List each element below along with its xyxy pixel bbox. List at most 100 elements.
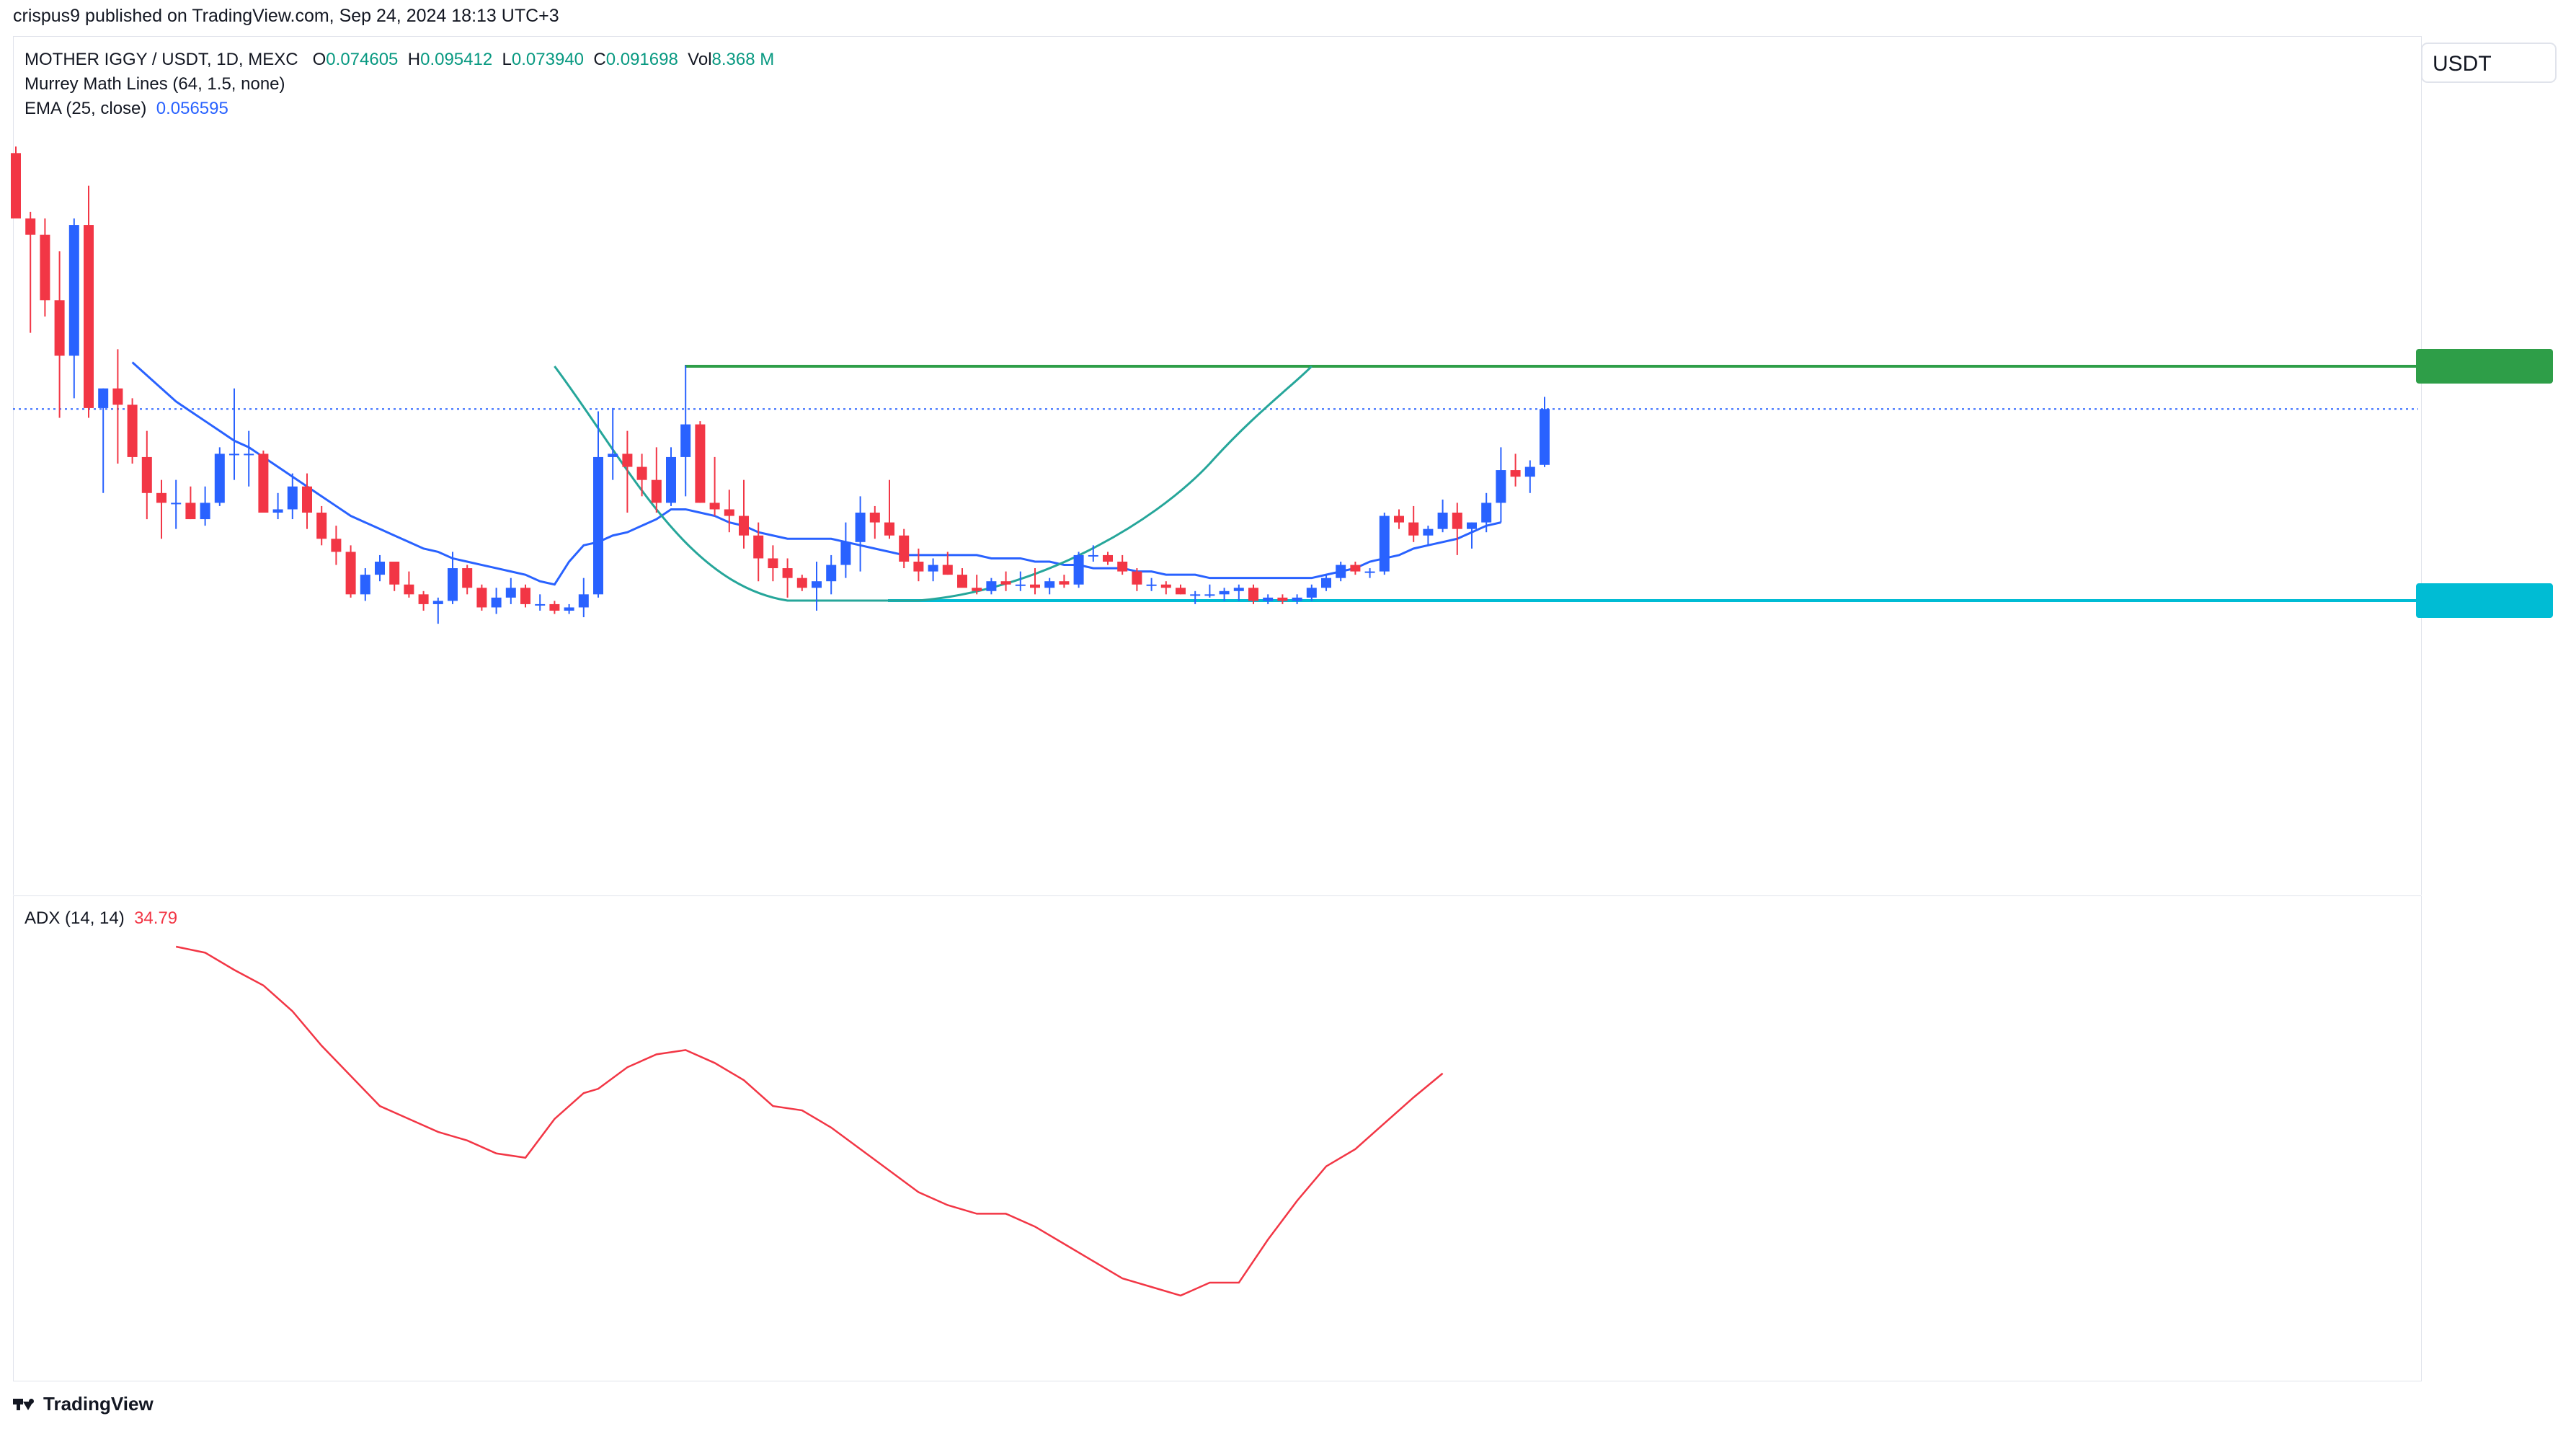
candle-body: [389, 562, 400, 585]
candle-body: [1408, 522, 1419, 536]
adx-legend[interactable]: ADX (14, 14) 34.79: [25, 908, 177, 929]
candle-body: [432, 601, 443, 604]
candle-body: [680, 424, 691, 457]
candle-body: [869, 513, 880, 523]
candle-body: [141, 456, 152, 493]
candle-body: [171, 503, 182, 505]
candle-body: [316, 513, 327, 539]
currency-label: USDT: [2433, 52, 2492, 76]
adx-label: ADX (14, 14): [25, 908, 125, 928]
ema-value: 0.056595: [156, 99, 228, 118]
candle-body: [957, 575, 967, 588]
candle-body: [796, 578, 807, 588]
candle-body: [1190, 594, 1201, 596]
candle-body: [928, 565, 938, 572]
high-label: H: [407, 50, 421, 69]
candle-body: [491, 597, 502, 608]
candle-body: [1132, 571, 1142, 585]
candle-body: [1160, 584, 1171, 588]
ema-line: [131, 361, 1501, 586]
candle-body: [1248, 588, 1258, 601]
candle-body: [884, 522, 894, 536]
candle-body: [404, 584, 414, 595]
candle-body: [229, 454, 239, 456]
candle-body: [578, 594, 589, 608]
legend-ohlc-row: MOTHER IGGY / USDT, 1D, MEXC O0.074605 H…: [25, 48, 774, 72]
candle-body: [1452, 513, 1462, 529]
candle-body: [1059, 581, 1070, 585]
candle-body: [1423, 528, 1434, 536]
candle-body: [826, 565, 837, 582]
candle-body: [418, 594, 429, 604]
candle-body: [1540, 409, 1550, 465]
candle-body: [913, 562, 924, 572]
main-chart-frame: [13, 36, 2422, 895]
candle-body: [476, 588, 487, 608]
legend-ema-row[interactable]: EMA (25, close) 0.056595: [25, 97, 774, 121]
candle-body: [1510, 470, 1521, 477]
candles-group: [11, 146, 1550, 624]
candle-body: [287, 486, 298, 510]
candle-body: [302, 486, 312, 513]
candle-body: [942, 565, 953, 575]
adx-pane-frame: [13, 895, 2422, 1381]
candle-body: [840, 541, 851, 565]
candle-body: [200, 503, 210, 520]
candle-body: [1336, 565, 1346, 578]
adx-value: 34.79: [134, 908, 178, 928]
candle-body: [1524, 466, 1535, 477]
candle-body: [185, 503, 196, 520]
candle-body: [972, 588, 982, 591]
candle-body: [651, 479, 662, 503]
low-label: L: [502, 50, 512, 69]
low-value: 0.073940: [511, 50, 585, 69]
open-value: 0.074605: [326, 50, 399, 69]
candle-body: [899, 535, 910, 562]
candle-body: [40, 234, 50, 301]
high-value: 0.095412: [420, 50, 493, 69]
candle-body: [1481, 503, 1492, 523]
candle-body: [1233, 588, 1244, 591]
currency-box[interactable]: [2421, 43, 2557, 83]
candle-body: [25, 218, 36, 235]
candle-body: [54, 300, 65, 356]
ema-label: EMA (25, close): [25, 99, 147, 118]
candle-body: [753, 535, 764, 559]
candle-body: [156, 492, 166, 503]
candle-body: [593, 456, 603, 595]
adx-group: [175, 945, 1444, 1297]
candle-body: [608, 454, 618, 457]
candle-body: [98, 388, 109, 408]
candle-body: [709, 503, 720, 510]
tradingview-footer[interactable]: TradingView: [13, 1393, 154, 1415]
close-value: 0.091698: [605, 50, 678, 69]
candle-body: [1263, 597, 1274, 601]
candle-body: [1437, 513, 1448, 529]
candle-body: [1467, 522, 1477, 529]
candle-body: [375, 562, 385, 575]
candle-body: [127, 404, 138, 457]
publisher-header: crispus9 published on TradingView.com, S…: [13, 6, 559, 26]
candle-body: [622, 454, 633, 467]
tradingview-logo-icon: [13, 1398, 37, 1410]
candle-body: [1000, 581, 1011, 585]
candle-body: [768, 558, 778, 569]
candle-body: [1204, 594, 1215, 596]
legend-murrey-row[interactable]: Murrey Math Lines (64, 1.5, none): [25, 74, 285, 94]
candle-body: [1146, 584, 1157, 586]
symbol-label[interactable]: MOTHER IGGY / USDT, 1D, MEXC: [25, 50, 298, 69]
adx-line: [175, 945, 1444, 1297]
candle-body: [11, 153, 21, 218]
candle-body: [986, 581, 997, 591]
candle-body: [636, 466, 647, 480]
footer-brand: TradingView: [43, 1393, 154, 1415]
candle-body: [549, 603, 560, 611]
candle-body: [1030, 584, 1040, 588]
candle-body: [535, 603, 546, 606]
candle-body: [448, 568, 458, 601]
candle-body: [68, 225, 79, 356]
candle-body: [739, 516, 749, 536]
candle-body: [564, 607, 574, 611]
candle-body: [244, 454, 254, 456]
